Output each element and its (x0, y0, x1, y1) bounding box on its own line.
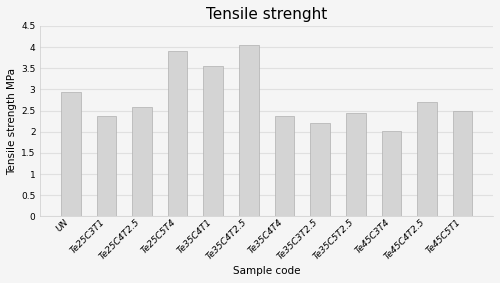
X-axis label: Sample code: Sample code (233, 266, 300, 276)
Bar (239, 45, 258, 216)
Bar (346, 113, 366, 216)
Bar (453, 112, 472, 216)
Bar (204, 66, 223, 216)
Bar (96, 116, 116, 216)
Title: Tensile strenght: Tensile strenght (206, 7, 328, 22)
Bar (168, 51, 188, 216)
Bar (417, 102, 437, 216)
Bar (132, 107, 152, 216)
Y-axis label: Tensile strength MPa: Tensile strength MPa (7, 68, 17, 175)
Bar (61, 91, 80, 216)
Bar (274, 116, 294, 216)
Bar (382, 130, 401, 216)
Bar (310, 123, 330, 216)
